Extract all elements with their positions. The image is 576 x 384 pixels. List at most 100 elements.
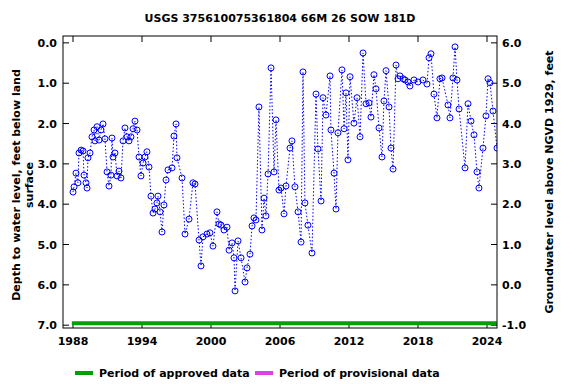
data-point [263, 213, 269, 219]
x-tick [73, 36, 74, 42]
data-point [390, 166, 396, 172]
data-point [73, 170, 79, 176]
data-point [244, 265, 250, 271]
y-tick [63, 42, 69, 43]
data-point [428, 51, 434, 57]
data-point [335, 130, 341, 136]
legend-label: Period of provisional data [279, 367, 440, 380]
data-point [155, 193, 161, 199]
data-point [320, 95, 326, 101]
y2-label: Groundwater level above NGVD 1929, feet [543, 50, 556, 313]
data-point [431, 91, 437, 97]
data-point [207, 230, 213, 236]
data-point [327, 73, 333, 79]
y2-tick [491, 83, 497, 84]
data-point [84, 185, 90, 191]
plot-data [70, 44, 497, 323]
data-point [379, 154, 385, 160]
data-point [386, 104, 392, 110]
data-point [487, 80, 493, 86]
data-point [360, 50, 366, 56]
y2-tick-label: 3.0 [502, 158, 522, 171]
x-tick-label: 1988 [58, 335, 89, 348]
data-point [300, 69, 306, 75]
data-point [302, 200, 308, 206]
x-tick-label: 2024 [472, 335, 503, 348]
data-point [247, 251, 253, 257]
data-point [445, 102, 451, 108]
data-point [238, 255, 244, 261]
data-point [140, 160, 146, 166]
data-point [81, 172, 87, 178]
x-tick [280, 36, 281, 42]
data-point [148, 193, 154, 199]
data-point [138, 173, 144, 179]
y2-tick-label: 6.0 [502, 37, 522, 50]
y2-tick-label: 0.0 [502, 279, 522, 292]
y2-tick [491, 163, 497, 164]
y2-tick [491, 204, 497, 205]
data-point [283, 183, 289, 189]
data-point [357, 134, 363, 140]
data-point [154, 200, 160, 206]
data-point [347, 74, 353, 80]
x-tick [348, 36, 349, 42]
data-point [235, 238, 241, 244]
data-point [186, 216, 192, 222]
data-point [371, 72, 377, 78]
data-point [174, 155, 180, 161]
data-point [381, 98, 387, 104]
y2-tick-label: 1.0 [502, 239, 522, 252]
legend-label: Period of approved data [99, 367, 250, 380]
data-point [169, 165, 175, 171]
data-point [305, 222, 311, 228]
y2-tick-label: -1.0 [502, 319, 526, 332]
data-point [273, 117, 279, 123]
data-point [343, 90, 349, 96]
data-point [452, 44, 458, 50]
x-tick [142, 36, 143, 42]
data-point [471, 132, 477, 138]
data-point [196, 237, 202, 243]
data-point [328, 127, 334, 133]
data-point [116, 168, 122, 174]
data-point [136, 154, 142, 160]
data-point [108, 172, 114, 178]
data-point [229, 240, 235, 246]
data-point [224, 224, 230, 230]
x-tick-label: 2006 [265, 335, 296, 348]
data-point [265, 171, 271, 177]
data-point [468, 118, 474, 124]
data-point [333, 206, 339, 212]
data-point [100, 121, 106, 127]
y2-tick [491, 42, 497, 43]
data-point [159, 229, 165, 235]
data-point [144, 149, 150, 155]
data-point [476, 185, 482, 191]
data-point [345, 157, 351, 163]
data-point [261, 195, 267, 201]
plot-frame [63, 36, 497, 328]
y-label: Depth to water level, feet below landsur… [10, 69, 36, 301]
data-point [480, 145, 486, 151]
x-tick-label: 2000 [196, 335, 227, 348]
data-point [309, 250, 315, 256]
data-point [253, 217, 259, 223]
y-tick [63, 83, 69, 84]
data-point [231, 255, 237, 261]
data-point [161, 202, 167, 208]
data-point [323, 112, 329, 118]
data-point [295, 209, 301, 215]
data-point [298, 239, 304, 245]
y2-tick [491, 284, 497, 285]
y-tick [63, 284, 69, 285]
y-label-line: surface [23, 162, 36, 208]
data-point [173, 121, 179, 127]
x-tick [417, 36, 418, 42]
data-point [407, 83, 413, 89]
data-point [102, 136, 108, 142]
data-point [393, 62, 399, 68]
data-point [339, 67, 345, 73]
data-point [376, 125, 382, 131]
data-point [373, 86, 379, 92]
